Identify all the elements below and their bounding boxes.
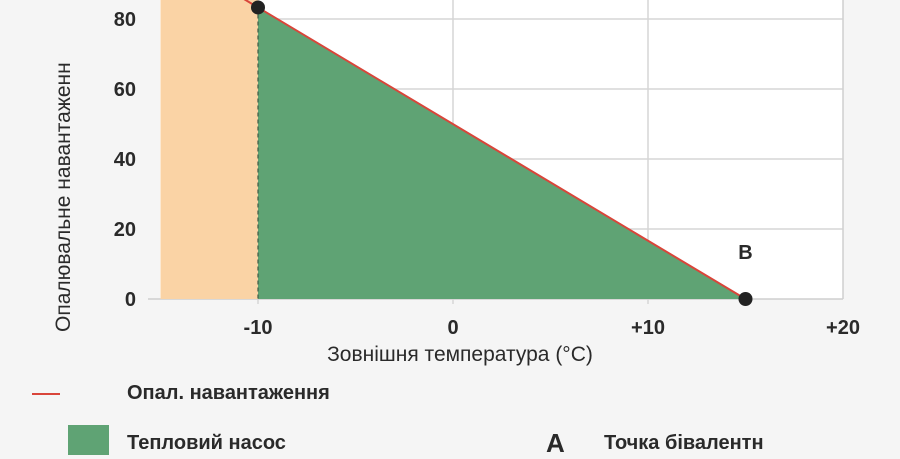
legend-label-heating-load: Опал. навантаження: [127, 382, 330, 404]
y-tick-label: 40: [114, 149, 136, 171]
legend-label-heat-pump: Тепловий насос: [127, 432, 286, 454]
x-tick-label: 0: [447, 317, 458, 339]
point-b: [738, 292, 753, 306]
legend-line-marker: [32, 393, 60, 395]
legend-label-bivalent-point: Точка бівалентн: [604, 432, 764, 454]
point-a: [251, 0, 265, 15]
x-tick-label: +10: [631, 317, 665, 339]
x-tick-label: -10: [244, 317, 273, 339]
legend-square-marker: [68, 425, 109, 455]
backup-heating-region: [160, 0, 258, 299]
point-label-b: B: [738, 242, 752, 264]
y-tick-label: 60: [114, 79, 136, 101]
y-axis-label: Опалювальне навантаженн: [52, 62, 75, 332]
y-tick-label: 80: [114, 9, 136, 31]
x-tick-label: +20: [826, 317, 860, 339]
x-axis-label: Зовнішня температура (°C): [327, 343, 593, 366]
y-tick-label: 20: [114, 219, 136, 241]
y-tick-label: 0: [125, 289, 136, 311]
legend-letter-a: A: [546, 428, 565, 458]
